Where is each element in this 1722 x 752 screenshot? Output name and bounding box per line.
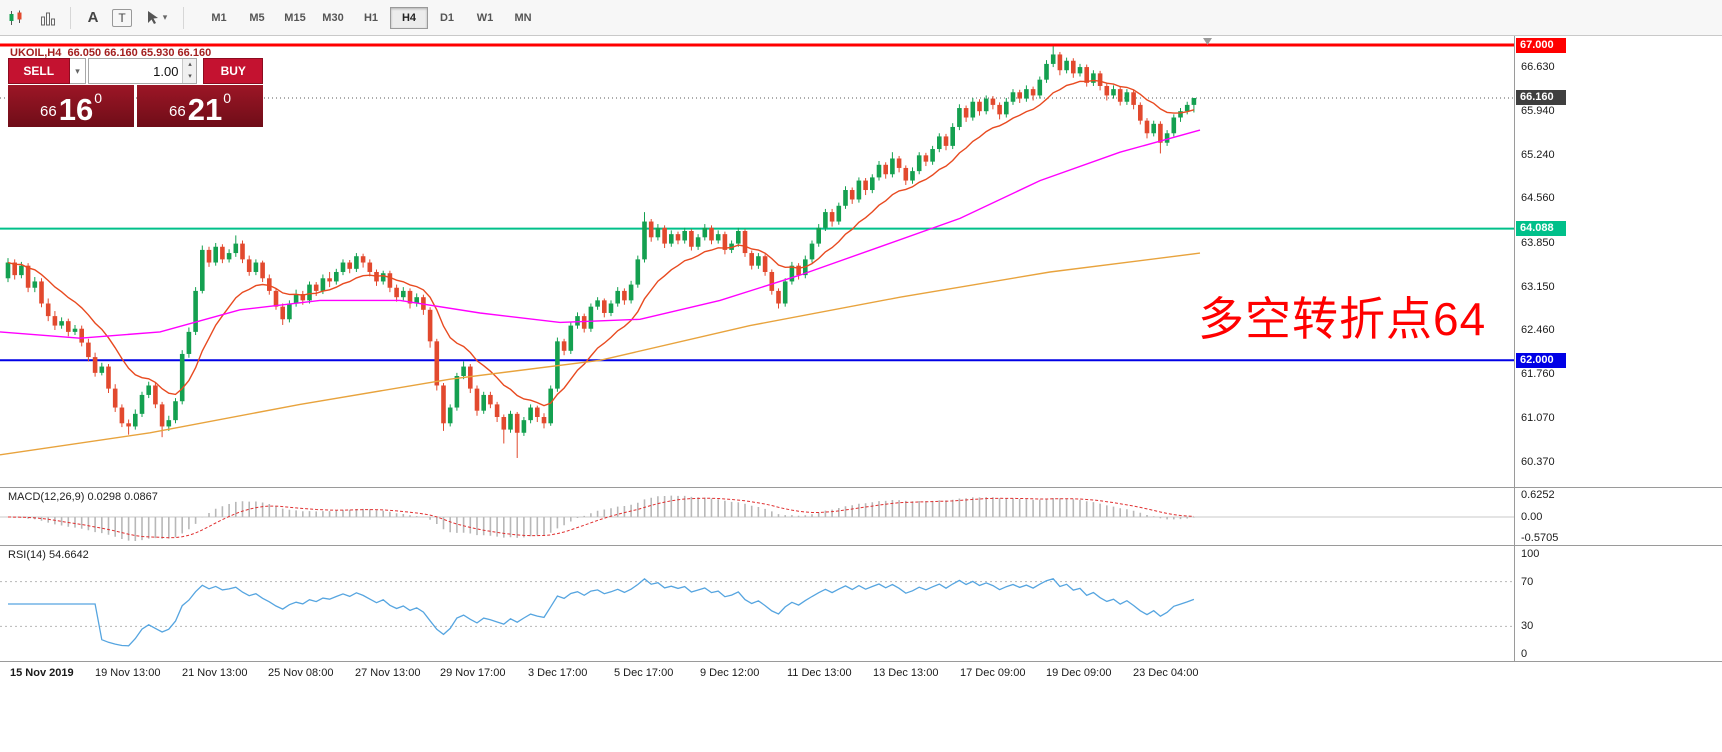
crosshair-tool-icon[interactable]: ▾ [138,5,174,31]
volume-decrement-button[interactable]: ▾ [182,71,197,83]
chart-ohlc-header: UKOIL,H4 66.050 66.160 65.930 66.160 [10,47,212,59]
timeframe-M1[interactable]: M1 [211,11,227,24]
chevron-down-icon: ▾ [162,12,168,22]
rsi-line [8,578,1195,647]
trade-price-row: 66 16 0 66 21 0 [8,85,263,127]
one-click-trading-panel: SELL ▾ ▴ ▾ BUY 66 16 0 66 21 0 [8,58,264,127]
chevron-down-icon: ▾ [75,65,80,76]
rsi-label: RSI(14) 54.6642 [8,549,89,561]
text-box-icon[interactable]: T [112,8,132,27]
buy-price-display[interactable]: 66 21 0 [137,85,263,127]
toolbar-separator [183,6,184,29]
sell-price-display[interactable]: 66 16 0 [8,85,134,127]
ma-fast-line [7,79,1195,407]
timeframe-M5[interactable]: M5 [249,11,265,24]
trade-controls-row: SELL ▾ ▴ ▾ BUY [8,58,264,84]
timeframe-M30[interactable]: M30 [322,11,344,24]
chart-shift-marker [1203,38,1212,45]
sell-price-prefix: 66 [40,103,57,120]
volume-dropdown-button[interactable]: ▾ [69,58,87,84]
chart-text-annotation: 多空转折点64 [1198,293,1487,345]
volume-increment-button[interactable]: ▴ [182,59,197,71]
timeframe-H4[interactable]: H4 [390,6,428,29]
timeframe-M15[interactable]: M15 [284,11,306,24]
toolbar-separator [70,6,71,29]
sell-button[interactable]: SELL [8,58,70,84]
macd-label: MACD(12,26,9) 0.0298 0.0867 [8,491,158,503]
toolbar: A T ▾ M1 M5 M15 M30 H1 H4 D1 W1 MN [0,0,1722,36]
buy-price-sup: 0 [223,90,231,106]
timeframe-MN[interactable]: MN [514,11,532,24]
sell-price-big: 16 [58,91,94,127]
candlestick-chart-icon[interactable] [3,5,29,31]
sell-price-sup: 0 [94,90,102,106]
buy-button[interactable]: BUY [203,58,264,84]
text-label-icon[interactable]: A [87,9,99,26]
cursor-glyph [147,10,158,24]
ma-slow-line [0,252,1201,456]
timeframe-button-group: M1 M5 M15 M30 H1 H4 D1 W1 MN [200,6,542,29]
bar-chart-glyph [41,12,55,25]
buy-price-prefix: 66 [169,103,186,120]
volume-input[interactable] [88,58,198,84]
volume-field-wrap: ▴ ▾ [88,58,198,84]
candlestick-glyph [9,10,22,25]
candles-layer [5,46,1197,458]
timeframe-W1[interactable]: W1 [476,11,494,24]
buy-price-big: 21 [187,91,223,127]
ma-mid-line [0,129,1201,339]
macd-histogram [13,495,1195,541]
volume-stepper: ▴ ▾ [182,59,197,83]
timeframe-D1[interactable]: D1 [439,11,455,24]
macd-signal-line [7,497,1194,539]
timeframe-H1[interactable]: H1 [363,11,379,24]
bar-chart-icon[interactable] [35,5,61,31]
